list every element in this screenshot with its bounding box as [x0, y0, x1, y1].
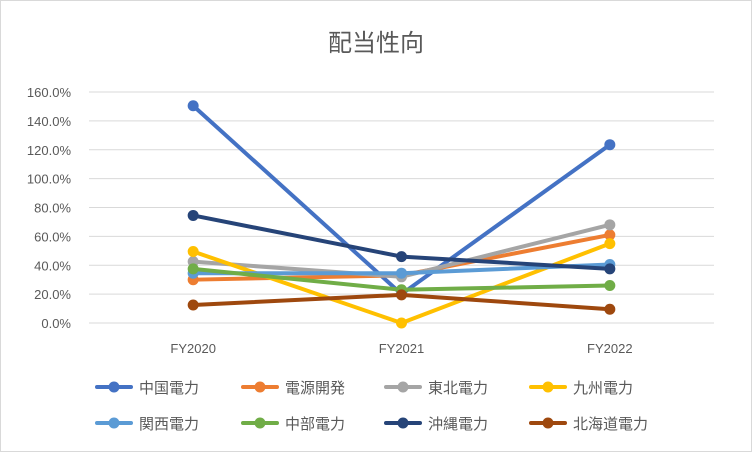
y-tick-label: 60.0%: [34, 229, 71, 244]
legend-label: 関西電力: [139, 415, 199, 433]
data-point: [396, 317, 407, 329]
y-tick-label: 140.0%: [27, 114, 72, 129]
y-tick-label: 40.0%: [34, 258, 71, 273]
legend-label: 中国電力: [139, 379, 199, 397]
legend-entry: 関西電力: [95, 415, 199, 433]
x-tick-label: FY2021: [379, 341, 425, 356]
data-point: [187, 246, 199, 258]
y-tick-label: 100.0%: [27, 172, 72, 187]
data-point: [187, 209, 199, 221]
data-point: [604, 303, 616, 315]
legend-swatch-marker: [254, 417, 266, 429]
legend-entry: 九州電力: [529, 379, 633, 397]
legend-swatch-marker: [108, 417, 120, 429]
data-point: [604, 139, 616, 151]
legend-entry: 沖縄電力: [384, 415, 488, 433]
data-point: [396, 289, 407, 301]
y-tick-label: 0.0%: [41, 316, 71, 331]
legend-label: 東北電力: [428, 379, 488, 397]
data-point: [396, 251, 407, 263]
legend-swatch-marker: [542, 417, 554, 429]
legend-entry: 中国電力: [95, 379, 199, 397]
legend-swatch-marker: [542, 381, 554, 393]
legend-entry: 東北電力: [384, 379, 488, 397]
data-point: [604, 279, 616, 291]
data-point: [187, 263, 199, 275]
legend-swatch-marker: [254, 381, 266, 393]
data-point: [604, 238, 616, 250]
series-lines: [187, 100, 616, 329]
chart-title: 配当性向: [328, 29, 424, 57]
data-point: [187, 299, 199, 311]
y-tick-label: 80.0%: [34, 201, 71, 216]
x-tick-label: FY2020: [170, 341, 216, 356]
legend-label: 北海道電力: [573, 415, 648, 433]
legend-label: 中部電力: [285, 415, 345, 433]
legend-swatch-marker: [108, 381, 120, 393]
legend-swatch-marker: [397, 417, 409, 429]
legend-label: 電源開発: [285, 379, 345, 397]
legend-swatch-marker: [397, 381, 409, 393]
y-tick-label: 120.0%: [27, 143, 72, 158]
data-point: [187, 100, 199, 112]
data-point: [604, 219, 616, 231]
legend-entry: 北海道電力: [529, 415, 648, 433]
series-7: [187, 289, 616, 315]
x-axis-ticks: FY2020 FY2021 FY2022: [170, 341, 632, 356]
series-6: [187, 209, 616, 275]
y-tick-label: 20.0%: [34, 287, 71, 302]
legend-entry: 中部電力: [241, 415, 345, 433]
data-point: [604, 263, 616, 275]
x-tick-label: FY2022: [587, 341, 633, 356]
y-axis-ticks: 0.0% 20.0% 40.0% 60.0% 80.0% 100.0% 120.0% 140.…: [27, 85, 72, 331]
data-point: [604, 229, 616, 241]
legend-label: 沖縄電力: [428, 415, 488, 433]
y-tick-label: 160.0%: [27, 85, 72, 100]
legend-label: 九州電力: [573, 379, 633, 397]
legend-entry: 電源開発: [241, 379, 345, 397]
data-point: [396, 267, 407, 279]
